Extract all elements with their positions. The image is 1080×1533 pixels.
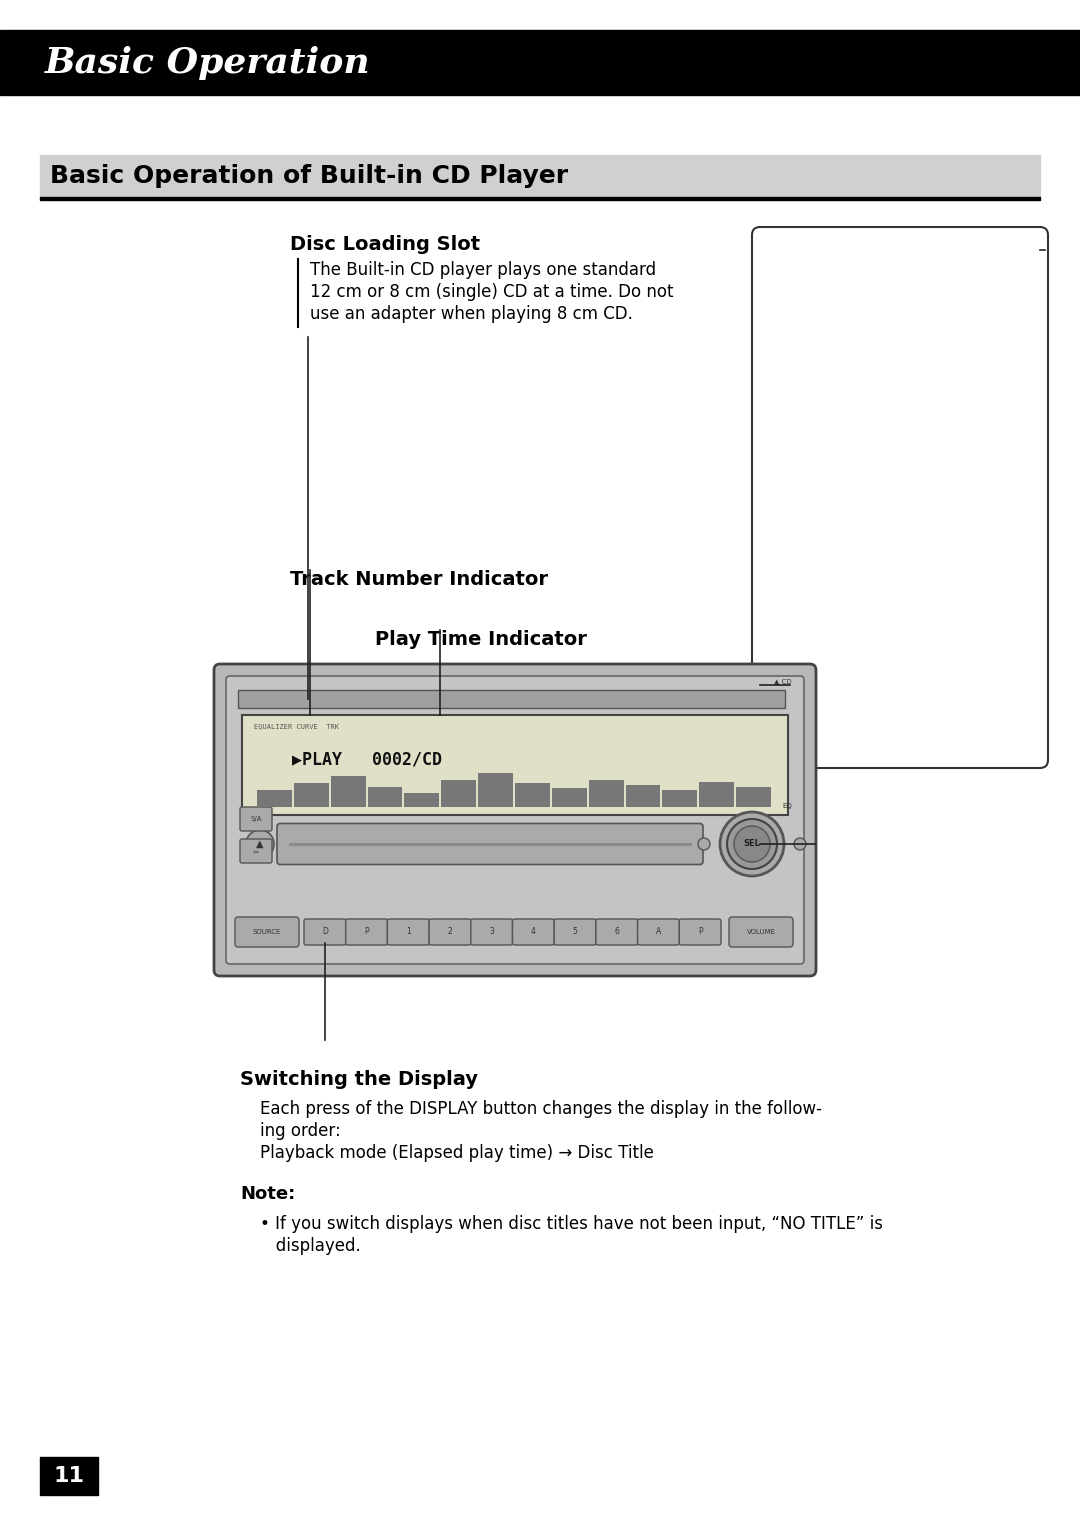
Bar [242, 714, 788, 816]
Text: Play Time Indicator: Play Time Indicator [375, 630, 586, 648]
Text: P: P [698, 927, 702, 937]
Bar [404, 794, 440, 806]
FancyBboxPatch shape [346, 918, 388, 944]
FancyBboxPatch shape [214, 664, 816, 977]
Bar [625, 785, 661, 806]
Circle shape [720, 812, 784, 875]
Text: Playback mode (Elapsed play time) → Disc Title: Playback mode (Elapsed play time) → Disc… [260, 1144, 653, 1162]
FancyBboxPatch shape [235, 917, 299, 947]
Text: 6: 6 [615, 927, 619, 937]
Bar [330, 776, 365, 806]
Circle shape [698, 839, 710, 849]
FancyBboxPatch shape [554, 918, 596, 944]
Text: The Built-in CD player plays one standard: The Built-in CD player plays one standar… [310, 261, 657, 279]
FancyBboxPatch shape [679, 918, 721, 944]
Bar [515, 783, 550, 806]
Text: Basic Operation: Basic Operation [45, 46, 370, 80]
Bar [589, 780, 623, 806]
Bar [40, 1456, 98, 1495]
Text: Basic Operation of Built-in CD Player: Basic Operation of Built-in CD Player [50, 164, 568, 189]
Text: VOLUME: VOLUME [746, 929, 775, 935]
Text: 3: 3 [489, 927, 494, 937]
Circle shape [794, 839, 806, 849]
Text: P: P [364, 927, 369, 937]
FancyBboxPatch shape [729, 917, 793, 947]
Text: Each press of the DISPLAY button changes the display in the follow-: Each press of the DISPLAY button changes… [260, 1101, 822, 1118]
Text: ▲: ▲ [256, 839, 264, 849]
FancyBboxPatch shape [226, 676, 804, 964]
FancyBboxPatch shape [303, 918, 346, 944]
Text: 12 cm or 8 cm (single) CD at a time. Do not: 12 cm or 8 cm (single) CD at a time. Do … [310, 284, 674, 300]
Text: SEL: SEL [743, 840, 760, 848]
FancyBboxPatch shape [240, 839, 272, 863]
Bar [552, 788, 586, 806]
Circle shape [734, 826, 770, 862]
Bar [699, 782, 734, 806]
Bar [40, 198, 1040, 199]
Bar [0, 31, 1080, 95]
Bar [257, 789, 292, 806]
Text: EQUALIZER CURVE  TRK: EQUALIZER CURVE TRK [254, 724, 339, 730]
Text: 4: 4 [531, 927, 536, 937]
Text: Switching the Display: Switching the Display [240, 1070, 478, 1088]
FancyBboxPatch shape [596, 918, 637, 944]
Text: • If you switch displays when disc titles have not been input, “NO TITLE” is: • If you switch displays when disc title… [260, 1216, 883, 1233]
Text: ⇦: ⇦ [253, 848, 259, 854]
Bar [662, 789, 698, 806]
Bar [737, 786, 771, 806]
Text: 11: 11 [54, 1466, 84, 1485]
Text: use an adapter when playing 8 cm CD.: use an adapter when playing 8 cm CD. [310, 305, 633, 323]
Text: ▶PLAY   0002/CD: ▶PLAY 0002/CD [292, 751, 442, 770]
Bar [40, 155, 1040, 198]
Text: ing order:: ing order: [260, 1122, 341, 1141]
Text: displayed.: displayed. [260, 1237, 361, 1256]
Text: 1: 1 [406, 927, 410, 937]
Text: EQ: EQ [782, 803, 792, 809]
Circle shape [727, 819, 777, 869]
Text: ▲ CD: ▲ CD [774, 678, 792, 684]
Bar [367, 786, 403, 806]
Bar [442, 780, 476, 806]
Text: D: D [322, 927, 328, 937]
FancyBboxPatch shape [429, 918, 471, 944]
Bar [294, 783, 328, 806]
FancyBboxPatch shape [276, 823, 703, 865]
Text: Note:: Note: [240, 1185, 295, 1203]
FancyBboxPatch shape [637, 918, 679, 944]
Text: S/A: S/A [251, 816, 261, 822]
Text: 5: 5 [572, 927, 578, 937]
Circle shape [246, 829, 274, 858]
Text: Disc Loading Slot: Disc Loading Slot [291, 235, 481, 254]
Text: SOURCE: SOURCE [253, 929, 281, 935]
Bar [238, 690, 785, 708]
FancyBboxPatch shape [471, 918, 513, 944]
FancyBboxPatch shape [240, 806, 272, 831]
Bar [478, 773, 513, 806]
Text: A: A [656, 927, 661, 937]
FancyBboxPatch shape [388, 918, 429, 944]
Text: 2: 2 [447, 927, 453, 937]
Text: Track Number Indicator: Track Number Indicator [291, 570, 548, 589]
FancyBboxPatch shape [513, 918, 554, 944]
